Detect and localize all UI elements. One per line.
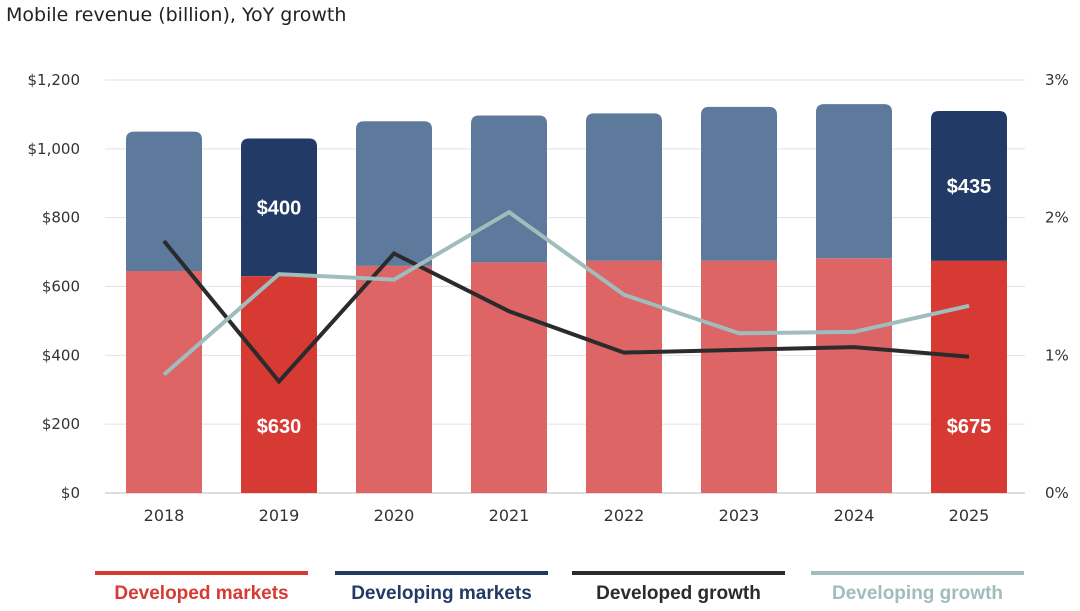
legend-swatch xyxy=(572,571,785,575)
legend-item-developed-growth: Developed growth xyxy=(572,571,785,611)
chart-title: Mobile revenue (billion), YoY growth xyxy=(6,4,347,26)
legend-swatch xyxy=(811,571,1024,575)
bar-developing-markets xyxy=(356,121,432,266)
x-tick-label: 2022 xyxy=(604,506,645,525)
legend-label: Developed markets xyxy=(114,583,289,604)
bar-developing-markets xyxy=(471,115,547,263)
data-label: $400 xyxy=(257,197,302,219)
y-left-tick-label: $400 xyxy=(42,346,80,364)
y-right-tick-label: 1% xyxy=(1045,346,1069,364)
y-right-tick-label: 2% xyxy=(1045,209,1069,227)
y-right-tick-label: 3% xyxy=(1045,71,1069,89)
legend-item-developing-growth: Developing growth xyxy=(811,571,1024,611)
x-tick-label: 2024 xyxy=(834,506,875,525)
bar-developed-markets xyxy=(931,260,1007,493)
data-label: $630 xyxy=(257,416,302,438)
x-tick-label: 2021 xyxy=(489,506,530,525)
bar-developed-markets xyxy=(126,271,202,493)
label-layer: $400 $630 $435 $675 xyxy=(257,176,992,438)
y-left-tick-label: $1,000 xyxy=(28,140,81,158)
legend-label: Developed growth xyxy=(596,583,761,604)
bar-developed-markets xyxy=(241,276,317,493)
x-tick-label: 2019 xyxy=(259,506,300,525)
y-right-tick-label: 0% xyxy=(1045,484,1069,502)
data-label: $435 xyxy=(947,176,992,198)
data-label: $675 xyxy=(947,416,992,438)
x-tick-label: 2023 xyxy=(719,506,760,525)
axis-layer: $0 $200 $400 $600 $800 $1,000 $1,200 0% 1% 2% 3% 20… xyxy=(28,71,1069,525)
bar-developing-markets xyxy=(126,131,202,272)
y-left-tick-label: $800 xyxy=(42,209,80,227)
x-tick-label: 2025 xyxy=(949,506,990,525)
bar-developed-markets xyxy=(471,262,547,493)
legend-swatch xyxy=(95,571,308,575)
bar-developed-markets xyxy=(701,260,777,493)
line-developed-growth xyxy=(162,239,970,385)
y-left-tick-label: $1,200 xyxy=(28,71,81,89)
bar-developing-markets xyxy=(586,113,662,261)
bar-developed-markets xyxy=(816,258,892,493)
bar-developing-markets xyxy=(241,138,317,277)
bar-developing-markets xyxy=(816,104,892,259)
bar-layer xyxy=(126,104,1007,493)
line-developing-growth xyxy=(162,209,970,377)
bar-developing-markets xyxy=(701,106,777,261)
legend-item-developed-markets: Developed markets xyxy=(95,571,308,611)
y-left-tick-label: $600 xyxy=(42,278,80,296)
bar-developed-markets xyxy=(586,260,662,493)
y-left-tick-label: $0 xyxy=(61,484,80,502)
legend-label: Developing growth xyxy=(832,583,1003,604)
bar-developing-markets xyxy=(931,110,1007,261)
legend-item-developing-markets: Developing markets xyxy=(335,571,548,611)
legend-label: Developing markets xyxy=(351,583,532,604)
x-tick-label: 2018 xyxy=(144,506,185,525)
x-tick-label: 2020 xyxy=(374,506,415,525)
bar-developed-markets xyxy=(356,265,432,493)
y-left-tick-label: $200 xyxy=(42,415,80,433)
line-layer xyxy=(162,209,970,385)
legend-swatch xyxy=(335,571,548,575)
